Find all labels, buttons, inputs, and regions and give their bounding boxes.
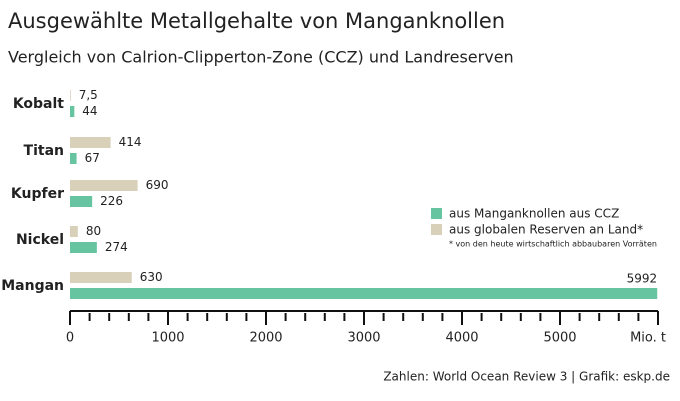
value-label: 44: [82, 104, 97, 118]
legend-swatch: [431, 224, 442, 235]
value-label: 690: [146, 178, 169, 192]
value-label: 630: [140, 270, 163, 284]
chart-subtitle: Vergleich von Calrion-Clipperton-Zone (C…: [8, 48, 514, 67]
value-label: 274: [105, 240, 128, 254]
value-label: 414: [119, 135, 142, 149]
value-label: 7,5: [79, 88, 98, 102]
category-label: Kobalt: [13, 96, 64, 112]
value-label: 226: [100, 194, 123, 208]
bar: [70, 288, 658, 299]
value-label: 5992: [627, 272, 658, 286]
category-label: Nickel: [16, 232, 64, 248]
legend-swatch: [431, 208, 442, 219]
bar: [70, 90, 71, 101]
legend-label: aus globalen Reserven an Land*: [449, 223, 643, 237]
category-label: Mangan: [1, 278, 64, 294]
bar: [70, 137, 111, 148]
x-tick-label: 5000: [543, 331, 576, 346]
bar: [70, 226, 78, 237]
bar: [70, 106, 75, 117]
chart-title: Ausgewählte Metallgehalte von Manganknol…: [8, 9, 505, 33]
x-tick-label: 1000: [151, 331, 184, 346]
source: Zahlen: World Ocean Review 3 | Grafik: e…: [383, 370, 670, 384]
x-tick-label: 2000: [249, 331, 282, 346]
x-tick-label: 4000: [445, 331, 478, 346]
bar: [70, 153, 77, 164]
bar: [70, 196, 93, 207]
legend-label: aus Manganknollen aus CCZ: [449, 207, 619, 221]
category-label: Kupfer: [11, 186, 64, 202]
category-label: Titan: [24, 143, 64, 159]
footnote: * von den heute wirtschaftlich abbaubare…: [449, 240, 657, 249]
value-label: 67: [85, 151, 100, 165]
bar: [70, 180, 138, 191]
value-label: 80: [86, 224, 101, 238]
bar: [70, 272, 132, 283]
x-tick-label: 0: [66, 331, 74, 346]
x-tick-label: Mio. t: [630, 331, 666, 346]
bar: [70, 242, 97, 253]
x-tick-label: 3000: [347, 331, 380, 346]
